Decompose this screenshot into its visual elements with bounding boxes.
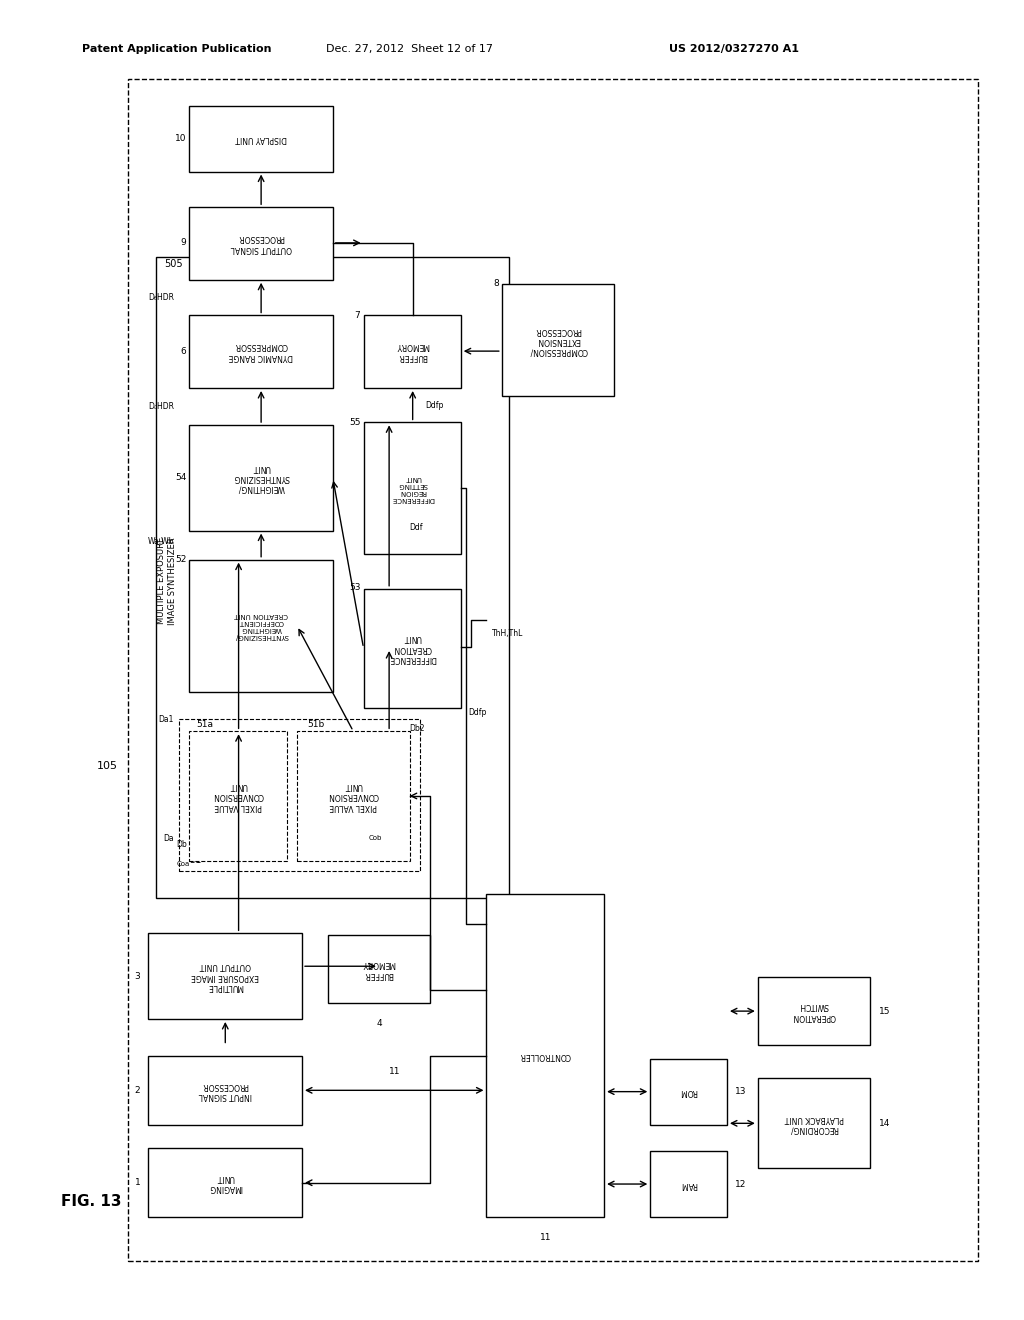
Text: MULTIPLE EXPOSURE
IMAGE SYNTHESIZER: MULTIPLE EXPOSURE IMAGE SYNTHESIZER [158, 537, 176, 624]
Text: Ddfp: Ddfp [468, 709, 486, 717]
Text: ROM: ROM [680, 1088, 697, 1096]
FancyBboxPatch shape [650, 1059, 727, 1125]
Text: Cob: Cob [369, 836, 382, 841]
FancyBboxPatch shape [148, 1056, 302, 1125]
Text: SYNTHESIZING/
WEIGHTING
COEFFICIENT
CREATION UNIT: SYNTHESIZING/ WEIGHTING COEFFICIENT CREA… [234, 612, 288, 639]
Text: Patent Application Publication: Patent Application Publication [82, 44, 271, 54]
Text: Coa: Coa [176, 861, 189, 867]
FancyBboxPatch shape [758, 977, 870, 1045]
Text: Db: Db [176, 841, 186, 849]
FancyBboxPatch shape [128, 79, 978, 1261]
Text: MULTIPLE
EXPOSURE IMAGE
OUTPUT UNIT: MULTIPLE EXPOSURE IMAGE OUTPUT UNIT [191, 961, 259, 991]
Text: Ddfp: Ddfp [425, 401, 443, 409]
Text: WEIGHTING/
SYNTHESIZING
UNIT: WEIGHTING/ SYNTHESIZING UNIT [232, 463, 290, 492]
Text: 54: 54 [175, 474, 186, 482]
FancyBboxPatch shape [189, 425, 333, 531]
Text: RAM: RAM [680, 1180, 697, 1188]
Text: 15: 15 [879, 1007, 890, 1015]
FancyBboxPatch shape [189, 560, 333, 692]
Text: 4: 4 [376, 1019, 382, 1028]
Text: BUFFER
MEMORY: BUFFER MEMORY [396, 342, 429, 360]
FancyBboxPatch shape [189, 207, 333, 280]
Text: 2: 2 [135, 1086, 140, 1094]
Text: 11: 11 [388, 1067, 400, 1076]
Text: 105: 105 [97, 760, 118, 771]
Text: IMAGING
UNIT: IMAGING UNIT [209, 1173, 242, 1192]
Text: D₆HDR: D₆HDR [148, 293, 174, 301]
Text: 1: 1 [134, 1179, 140, 1187]
FancyBboxPatch shape [189, 106, 333, 172]
Text: PIXEL VALUE
CONVERSION
UNIT: PIXEL VALUE CONVERSION UNIT [213, 781, 264, 810]
Text: 9: 9 [180, 239, 186, 247]
Text: 7: 7 [354, 312, 360, 319]
FancyBboxPatch shape [364, 589, 461, 708]
Text: Da1: Da1 [159, 715, 174, 723]
FancyBboxPatch shape [179, 719, 420, 871]
Text: DIFFERENCE
CREATION
UNIT: DIFFERENCE CREATION UNIT [389, 634, 436, 663]
Text: 10: 10 [175, 135, 186, 143]
Text: INPUT SIGNAL
PROCESSOR: INPUT SIGNAL PROCESSOR [199, 1081, 252, 1100]
FancyBboxPatch shape [486, 894, 604, 1217]
FancyBboxPatch shape [189, 731, 287, 861]
FancyBboxPatch shape [758, 1078, 870, 1168]
FancyBboxPatch shape [189, 315, 333, 388]
Text: 14: 14 [879, 1119, 890, 1127]
Text: 51: 51 [189, 854, 202, 865]
Text: BUFFER
MEMORY: BUFFER MEMORY [362, 960, 395, 978]
Text: 8: 8 [493, 280, 499, 288]
Text: OUTPUT SIGNAL
PROCESSOR: OUTPUT SIGNAL PROCESSOR [230, 234, 292, 252]
FancyBboxPatch shape [364, 422, 461, 554]
Text: 51b: 51b [307, 719, 325, 729]
Text: PIXEL VALUE
CONVERSION
UNIT: PIXEL VALUE CONVERSION UNIT [328, 781, 379, 810]
Text: Dec. 27, 2012  Sheet 12 of 17: Dec. 27, 2012 Sheet 12 of 17 [326, 44, 494, 54]
FancyBboxPatch shape [156, 257, 509, 898]
FancyBboxPatch shape [364, 315, 461, 388]
Text: 51a: 51a [197, 719, 214, 729]
Text: 12: 12 [735, 1180, 746, 1188]
Text: DISPLAY UNIT: DISPLAY UNIT [236, 135, 287, 143]
FancyBboxPatch shape [502, 284, 614, 396]
Text: 3: 3 [134, 972, 140, 981]
Text: DYNAMIC RANGE
COMPRESSOR: DYNAMIC RANGE COMPRESSOR [229, 342, 293, 360]
Text: 505: 505 [164, 259, 182, 269]
Text: OPERATION
SWITCH: OPERATION SWITCH [793, 1002, 836, 1020]
Text: 55: 55 [349, 418, 360, 426]
FancyBboxPatch shape [148, 933, 302, 1019]
Text: RECORDING/
PLAYBACK UNIT: RECORDING/ PLAYBACK UNIT [784, 1114, 844, 1133]
Text: COMPRESSION/
EXTENSION
PROCESSOR: COMPRESSION/ EXTENSION PROCESSOR [528, 326, 588, 355]
Text: DIFFERENCE
REGION
SETTING
UNIT: DIFFERENCE REGION SETTING UNIT [391, 475, 434, 502]
Text: Db2: Db2 [410, 723, 425, 733]
Text: ThH,ThL: ThH,ThL [492, 630, 523, 638]
Text: Da: Da [164, 834, 174, 842]
Text: 13: 13 [735, 1088, 746, 1096]
FancyBboxPatch shape [650, 1151, 727, 1217]
Text: Ddf: Ddf [410, 524, 423, 532]
Text: D₀HDR: D₀HDR [148, 403, 174, 411]
Text: US 2012/0327270 A1: US 2012/0327270 A1 [669, 44, 799, 54]
Text: 6: 6 [180, 347, 186, 355]
Text: FIG. 13: FIG. 13 [61, 1193, 122, 1209]
Text: 52: 52 [175, 556, 186, 564]
Text: 53: 53 [349, 583, 360, 591]
Text: CONTROLLER: CONTROLLER [519, 1051, 571, 1060]
FancyBboxPatch shape [148, 1148, 302, 1217]
Text: Wa,Wb: Wa,Wb [147, 537, 174, 545]
FancyBboxPatch shape [328, 935, 430, 1003]
Text: 11: 11 [540, 1233, 551, 1242]
FancyBboxPatch shape [297, 731, 410, 861]
